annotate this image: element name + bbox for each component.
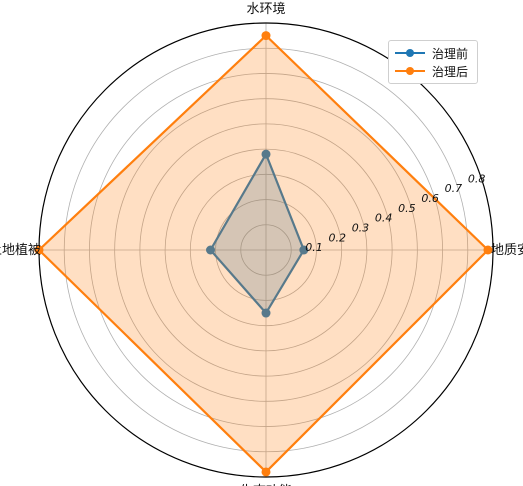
legend-item-after: 治理后 xyxy=(395,62,468,80)
category-label-1: 水环境 xyxy=(246,2,285,17)
series-1-point-2 xyxy=(483,245,493,255)
category-label-4: 土地植被 xyxy=(0,243,41,258)
series-0-point-2 xyxy=(299,245,309,255)
series-1-point-3 xyxy=(261,467,271,477)
radial-tick-1: 0.1 xyxy=(305,241,323,254)
legend-label-after: 治理后 xyxy=(432,64,469,79)
radial-tick-5: 0.5 xyxy=(398,202,416,215)
series-1-point-4 xyxy=(34,245,44,255)
series-0-point-4 xyxy=(206,245,216,255)
radial-tick-8: 0.8 xyxy=(468,172,486,185)
category-label-2: 地质安全 xyxy=(491,242,523,258)
radial-tick-3: 0.3 xyxy=(352,222,370,235)
radial-tick-labels: 0.1 0.2 0.3 0.4 0.5 0.6 0.7 0.8 xyxy=(305,172,485,254)
radial-tick-2: 0.2 xyxy=(328,231,346,244)
legend-label-before: 治理前 xyxy=(432,46,469,61)
series-1-point-1 xyxy=(261,31,271,41)
category-label-3: 生态功能 xyxy=(240,484,292,486)
legend-item-before: 治理前 xyxy=(395,44,468,62)
series-0-point-3 xyxy=(261,308,271,318)
legend: 治理前 治理后 xyxy=(388,40,478,84)
radar-series xyxy=(34,31,493,477)
series-fill-1 xyxy=(39,35,488,472)
radial-tick-6: 0.6 xyxy=(421,192,439,205)
radial-tick-7: 0.7 xyxy=(445,182,463,195)
series-0-point-1 xyxy=(261,149,271,159)
radial-tick-4: 0.4 xyxy=(375,212,393,225)
legend-swatch-before xyxy=(395,49,425,57)
legend-swatch-after xyxy=(395,67,425,75)
